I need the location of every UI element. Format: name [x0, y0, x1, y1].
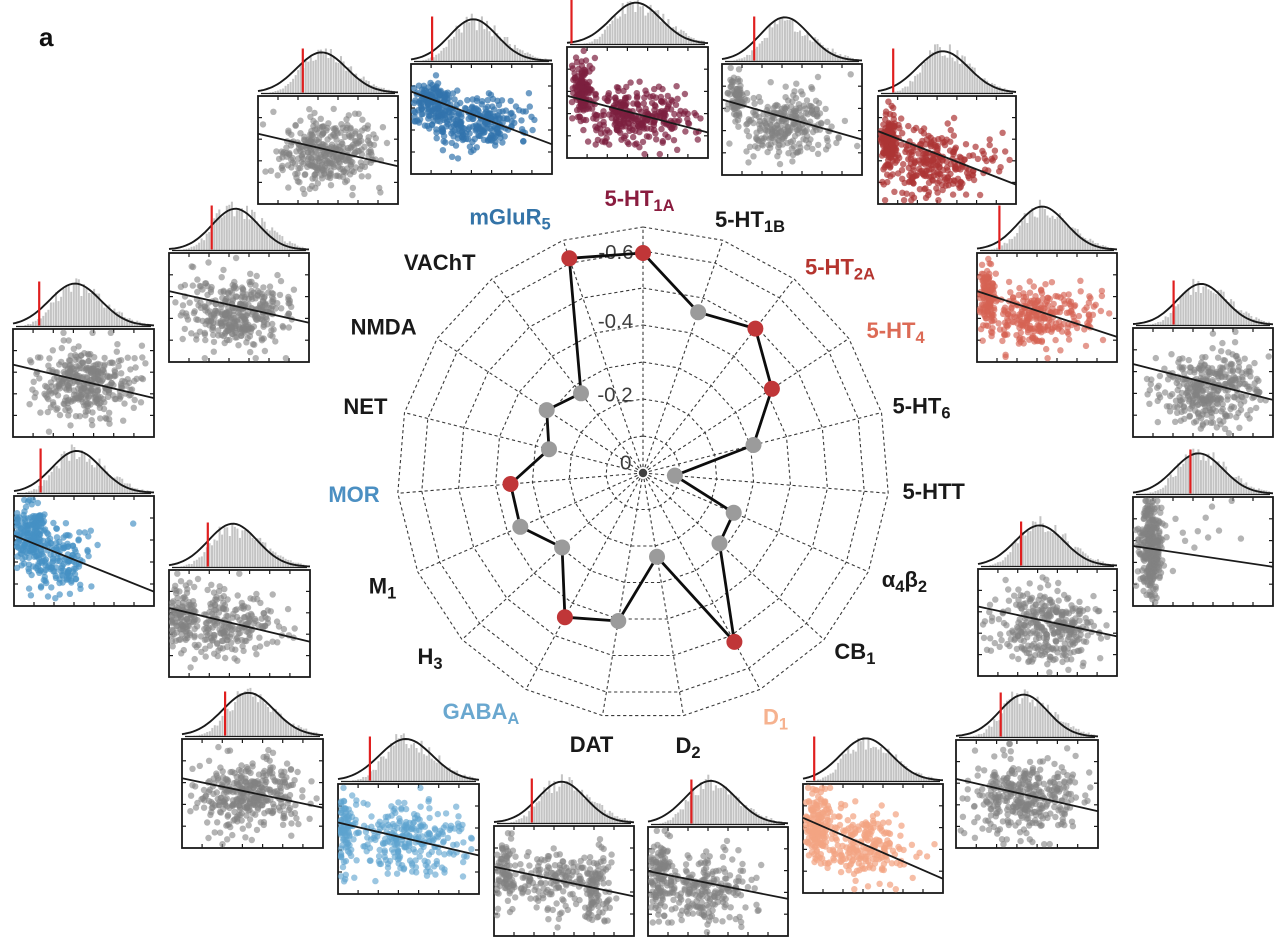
svg-text:0: 0: [620, 452, 631, 475]
svg-text:MOR: MOR: [328, 482, 379, 507]
svg-text:VAChT: VAChT: [404, 250, 476, 275]
svg-text:mGluR5: mGluR5: [469, 204, 550, 233]
svg-text:NET: NET: [343, 394, 388, 419]
svg-text:-0.6: -0.6: [598, 241, 633, 264]
svg-text:-0.2: -0.2: [597, 384, 632, 407]
svg-text:a: a: [39, 22, 54, 52]
svg-text:DAT: DAT: [570, 732, 614, 757]
svg-text:-0.4: -0.4: [598, 310, 633, 333]
svg-text:5-HTT: 5-HTT: [903, 479, 966, 504]
svg-text:NMDA: NMDA: [351, 315, 417, 340]
